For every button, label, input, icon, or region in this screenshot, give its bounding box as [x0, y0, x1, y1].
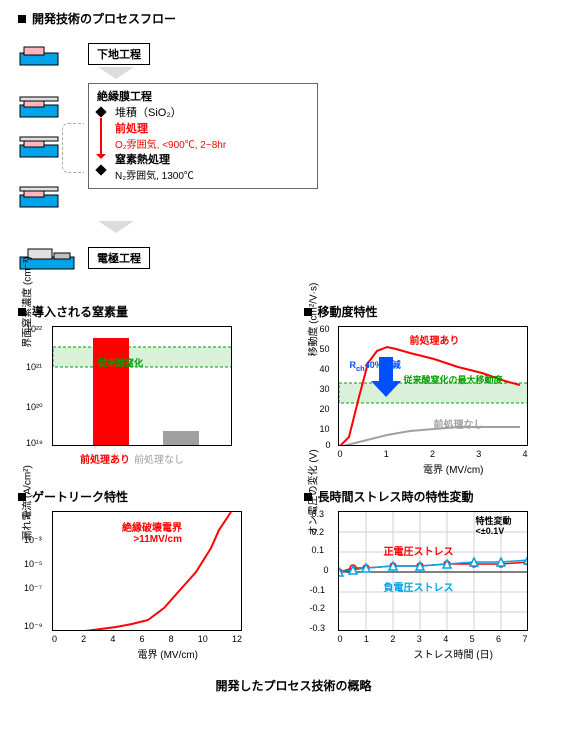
- ytick: 10⁻⁹: [24, 621, 43, 632]
- step2-nitro-cond: N₂雰囲気, 1300℃: [115, 167, 309, 182]
- panel-title: 長時間ストレス時の特性変動: [318, 488, 474, 505]
- red-arrow-icon: [100, 118, 102, 158]
- y-axis-label: オン電圧の変化 (V): [304, 449, 319, 535]
- gateleak-panel: ゲートリーク特性 漏れ電流 (A/cm²) 絶縁破壊電界 >11MV/cm 1 …: [18, 488, 284, 661]
- ref-band-label: 従来酸窒化の最大移動度: [404, 376, 503, 386]
- step3-box: 電極工程: [88, 247, 150, 269]
- breakdown-anno: 絶縁破壊電界 >11MV/cm: [122, 523, 182, 545]
- ytick: -0.1: [310, 585, 326, 595]
- bullet-icon: [18, 15, 26, 23]
- step2-pretreat-cond: O₂雰囲気, <900℃, 2~8hr: [115, 136, 309, 151]
- x-axis-label: 電界 (MV/cm): [338, 461, 570, 476]
- panel-title: 移動度特性: [318, 303, 378, 320]
- cat-label: 前処理あり: [80, 451, 130, 466]
- stress-panel: 長時間ストレス時の特性変動 オン電圧の変化 (V): [304, 488, 570, 661]
- step2-pretreat: 前処理: [115, 120, 309, 136]
- x-axis-label: ストレス時間 (日): [338, 646, 570, 661]
- step2-container: 絶縁膜工程 堆積（SiO₂） 前処理 O₂雰囲気, <900℃, 2~8hr 窒…: [88, 83, 318, 189]
- cat-label: 前処理なし: [134, 451, 184, 466]
- process-flow-title: 開発技術のプロセスフロー: [18, 10, 569, 27]
- rch-label: Rch: [350, 360, 365, 370]
- ytick: -0.2: [310, 603, 326, 613]
- charts-grid: 導入される窒素量 界面窒素濃度 (cm⁻³) 10¹⁹ 10²⁰ 10²¹ 10…: [18, 303, 569, 661]
- dashed-loop-icon: [62, 123, 84, 173]
- ytick: 10¹⁹: [26, 438, 43, 448]
- ytick: 1: [24, 509, 29, 519]
- nitrogen-panel: 導入される窒素量 界面窒素濃度 (cm⁻³) 10¹⁹ 10²⁰ 10²¹ 10…: [18, 303, 284, 476]
- down-arrow-icon: [98, 221, 134, 233]
- chip-icon-step2a: [18, 91, 60, 119]
- step2-deposit: 堆積（SiO₂）: [115, 104, 309, 120]
- ytick: 0.3: [312, 509, 325, 519]
- diamond-icon: [95, 164, 106, 175]
- diamond-icon: [95, 106, 106, 117]
- series-label: 前処理あり: [410, 332, 460, 347]
- down-arrow-icon: [98, 67, 134, 79]
- step2-label: 絶縁膜工程: [97, 88, 309, 104]
- ytick: 0.2: [312, 527, 325, 537]
- ytick: -0.3: [310, 623, 326, 633]
- range-anno: 特性変動 <±0.1V: [476, 517, 512, 537]
- ytick: 0: [324, 565, 329, 575]
- ytick: 10⁻³: [24, 535, 42, 546]
- series-label: 前処理なし: [434, 416, 484, 431]
- chip-icon-step1: [18, 39, 60, 67]
- ytick: 10²²: [26, 324, 42, 334]
- x-axis-label: 電界 (MV/cm): [52, 646, 284, 661]
- series-label: 正電圧ストレス: [384, 543, 454, 558]
- ytick: 10⁻⁷: [24, 583, 42, 594]
- ytick: 10⁻⁵: [24, 559, 43, 570]
- series-label: 負電圧ストレス: [384, 579, 454, 594]
- panel-title: 導入される窒素量: [32, 303, 128, 320]
- chip-icon-step2b: [18, 131, 60, 159]
- ref-band-label: 従来酸窒化: [98, 356, 143, 369]
- figure-caption: 開発したプロセス技術の概略: [18, 677, 569, 694]
- mobility-panel: 移動度特性 移動度 (cm²/V·s) 前処理あり 前処理なし 従来酸窒化の最大…: [304, 303, 570, 476]
- process-flow-diagram: 下地工程 絶縁膜工程 堆積（SiO₂） 前処理 O₂雰囲気, <900℃, 2~…: [18, 33, 569, 293]
- nitrogen-chart: [52, 326, 232, 446]
- panel-title: ゲートリーク特性: [32, 488, 128, 505]
- ytick: 10²¹: [26, 362, 42, 372]
- y-axis-label: 界面窒素濃度 (cm⁻³): [19, 256, 34, 347]
- y-axis-label: 漏れ電流 (A/cm²): [19, 465, 34, 541]
- title-text: 開発技術のプロセスフロー: [32, 10, 176, 27]
- step2-nitro: 窒素熱処理: [115, 151, 309, 167]
- chip-icon-step2c: [18, 181, 60, 209]
- ytick: 0.1: [312, 545, 325, 555]
- step1-box: 下地工程: [88, 43, 150, 65]
- ytick: 10²⁰: [26, 402, 43, 413]
- y-axis-label: 移動度 (cm²/V·s): [304, 283, 319, 357]
